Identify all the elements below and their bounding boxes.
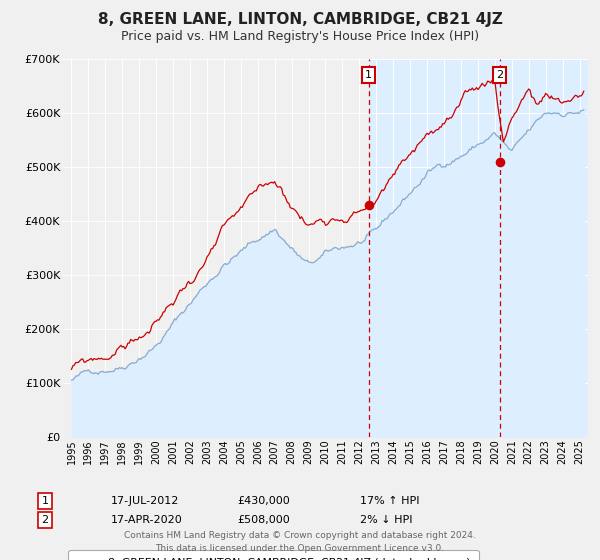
Text: 17% ↑ HPI: 17% ↑ HPI	[360, 496, 419, 506]
Point	[364, 200, 373, 209]
Text: £508,000: £508,000	[237, 515, 290, 525]
Legend: 8, GREEN LANE, LINTON, CAMBRIDGE, CB21 4JZ (detached house), HPI: Average price,: 8, GREEN LANE, LINTON, CAMBRIDGE, CB21 4…	[68, 550, 479, 560]
Text: 2: 2	[41, 515, 49, 525]
Point	[495, 158, 505, 167]
Text: Price paid vs. HM Land Registry's House Price Index (HPI): Price paid vs. HM Land Registry's House …	[121, 30, 479, 43]
Text: 1: 1	[41, 496, 49, 506]
Text: Contains HM Land Registry data © Crown copyright and database right 2024.
This d: Contains HM Land Registry data © Crown c…	[124, 531, 476, 553]
Bar	[368, 59, 588, 437]
Text: 17-APR-2020: 17-APR-2020	[111, 515, 183, 525]
Text: 2: 2	[496, 70, 503, 80]
Text: £430,000: £430,000	[237, 496, 290, 506]
Text: 2% ↓ HPI: 2% ↓ HPI	[360, 515, 413, 525]
Text: 17-JUL-2012: 17-JUL-2012	[111, 496, 179, 506]
Text: 1: 1	[365, 70, 372, 80]
Text: 8, GREEN LANE, LINTON, CAMBRIDGE, CB21 4JZ: 8, GREEN LANE, LINTON, CAMBRIDGE, CB21 4…	[98, 12, 502, 27]
